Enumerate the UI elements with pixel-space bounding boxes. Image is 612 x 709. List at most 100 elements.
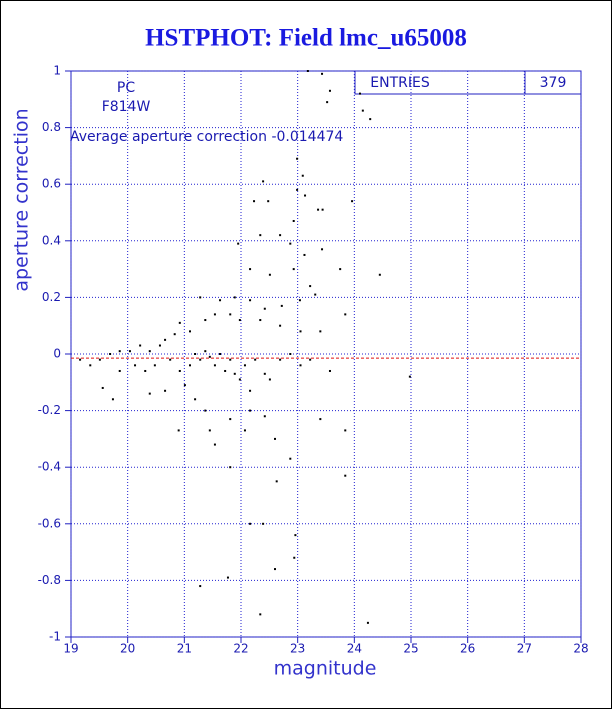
point [408,375,411,378]
x-tick-label: 20 [120,642,135,656]
point [263,307,266,310]
point [204,409,207,412]
y-tick-label: -0.8 [38,573,61,587]
point [274,437,276,440]
point [208,429,211,432]
annotation: F814W [102,99,151,115]
point [344,313,347,316]
point [178,321,181,324]
point [101,386,104,389]
point [158,344,161,347]
point [229,466,232,469]
point [189,330,191,333]
y-tick-label: 0 [53,347,61,361]
point [249,299,252,302]
point [321,208,324,211]
stats-value: 379 [540,75,567,91]
point [118,350,121,353]
point [326,101,329,104]
point [304,194,307,197]
point [319,418,322,421]
point [229,418,232,421]
point [183,384,186,387]
point [199,358,202,361]
point [298,299,301,302]
point [109,353,112,355]
point [178,369,181,372]
point [309,285,312,288]
point [344,474,347,477]
point [249,389,252,392]
point [296,188,299,191]
point [139,344,142,347]
point [164,338,167,341]
x-tick-label: 25 [403,642,418,656]
point [249,522,252,525]
point [275,480,278,483]
point [118,369,121,372]
point [98,358,101,361]
point [259,613,262,616]
y-axis-label: aperture correction [11,108,33,291]
point [366,621,369,624]
point [229,358,232,361]
point [79,358,82,361]
point [254,358,257,361]
point [194,353,197,355]
point [153,364,156,367]
point [299,364,302,367]
point [263,415,266,418]
point [321,248,324,251]
point [319,330,322,333]
point [243,429,246,432]
point [292,268,295,271]
point [309,358,312,361]
point [262,522,265,525]
point [267,200,270,203]
y-tick-label: -1 [49,630,61,644]
y-tick-label: 0.8 [42,120,61,134]
point [328,369,331,372]
y-tick-label: 0.4 [42,233,61,247]
y-tick-label: 0.6 [42,177,61,191]
point [249,409,252,412]
chart-title: HSTPHOT: Field lmc_u65008 [145,25,467,52]
point [199,296,202,299]
x-tick-label: 22 [233,642,248,656]
point [328,89,331,92]
point [253,200,256,203]
point [279,324,282,327]
point [237,242,240,245]
point [219,299,222,302]
x-axis-label: magnitude [274,658,377,680]
point [351,200,354,203]
point [321,72,324,75]
point [148,392,151,395]
point [144,369,147,372]
point [259,319,262,322]
y-tick-label: 1 [53,64,61,78]
point [224,369,227,372]
point [213,443,216,446]
point [164,389,167,392]
point [238,378,241,381]
annotation: Average aperture correction -0.014474 [70,129,343,145]
point [249,268,252,271]
point [229,313,232,316]
point [204,350,207,353]
point [289,242,292,245]
point [128,350,131,353]
point [369,118,372,121]
point [301,174,304,177]
point [173,333,176,336]
point [299,330,302,333]
point [361,109,364,112]
point [279,358,282,361]
x-tick-label: 21 [177,642,192,656]
point [199,585,202,588]
y-tick-label: -0.4 [38,460,61,474]
point [89,364,92,367]
point [378,273,381,276]
point [359,92,361,95]
x-tick-label: 24 [347,642,362,656]
